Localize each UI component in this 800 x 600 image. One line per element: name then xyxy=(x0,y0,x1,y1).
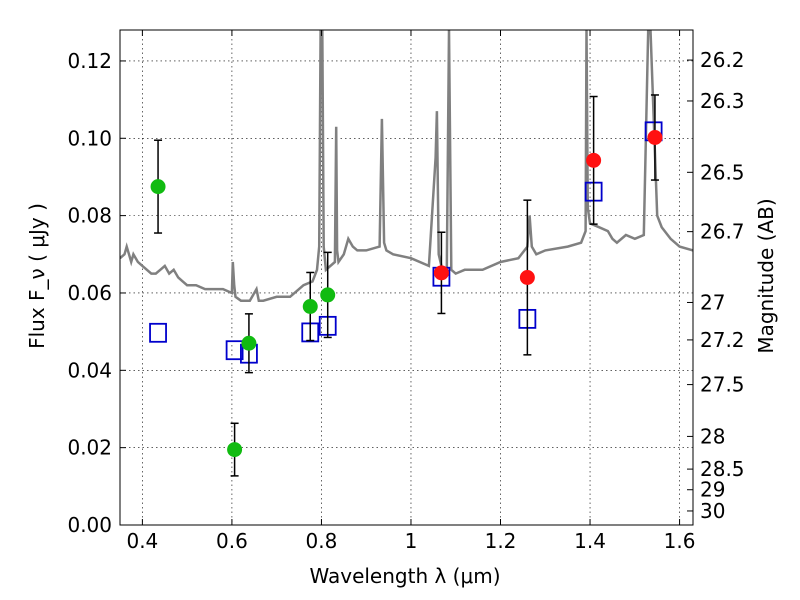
data-points xyxy=(149,94,663,477)
right-tick-label: 28 xyxy=(700,424,725,448)
y-tick-label: 0.10 xyxy=(67,126,112,150)
y-tick-label: 0.12 xyxy=(67,49,112,73)
model-spectrum xyxy=(120,30,693,302)
green-data-point xyxy=(241,335,257,351)
x-tick-label: 1.6 xyxy=(664,529,696,553)
right-tick-label: 27.2 xyxy=(700,328,745,352)
plot-frame xyxy=(119,29,694,526)
right-tick-label: 30 xyxy=(700,499,725,523)
red-data-point xyxy=(647,130,663,146)
green-data-point xyxy=(302,299,318,315)
red-data-point xyxy=(586,152,602,168)
y-tick-label: 0.08 xyxy=(67,204,112,228)
x-tick-label: 1 xyxy=(405,529,418,553)
green-data-point xyxy=(320,287,336,303)
model-square-marker xyxy=(149,322,167,343)
y-axis-label: Flux F_ν ( μJy ) xyxy=(25,203,49,349)
right-tick-label: 26.2 xyxy=(700,48,745,72)
x-tick-label: 0.4 xyxy=(126,529,158,553)
right-tick-label: 26.5 xyxy=(700,160,745,184)
x-tick-label: 0.8 xyxy=(306,529,338,553)
x-tick-label: 1.4 xyxy=(574,529,606,553)
right-tick-label: 26.3 xyxy=(700,89,745,113)
right-tick-label: 27.5 xyxy=(700,373,745,397)
x-tick-label: 0.6 xyxy=(216,529,248,553)
right-tick-label: 27 xyxy=(700,290,725,314)
spectrum-line xyxy=(120,30,693,302)
x-tick-label: 1.2 xyxy=(485,529,517,553)
y-tick-label: 0.02 xyxy=(67,436,112,460)
green-data-point xyxy=(227,442,243,458)
axis-ticks: 0.4 0.6 0.8 1 1.2 1.4 1.6 0.00 0.02 0.04 0.06 0.08 0… xyxy=(67,30,745,553)
model-square-marker xyxy=(225,340,244,361)
x-axis-label: Wavelength λ (μm) xyxy=(309,564,500,588)
right-tick-label: 28.5 xyxy=(700,457,745,481)
red-data-point xyxy=(433,265,449,281)
right-axis-label: Magnitude (AB) xyxy=(754,198,778,353)
y-tick-label: 0.06 xyxy=(67,281,112,305)
green-data-point xyxy=(150,179,166,195)
right-tick-label: 26.7 xyxy=(700,220,745,244)
right-tick-label: 29 xyxy=(700,478,725,502)
y-tick-label: 0.04 xyxy=(67,358,112,382)
grid xyxy=(120,30,693,526)
red-data-point xyxy=(519,270,535,285)
y-tick-label: 0.00 xyxy=(67,513,112,537)
